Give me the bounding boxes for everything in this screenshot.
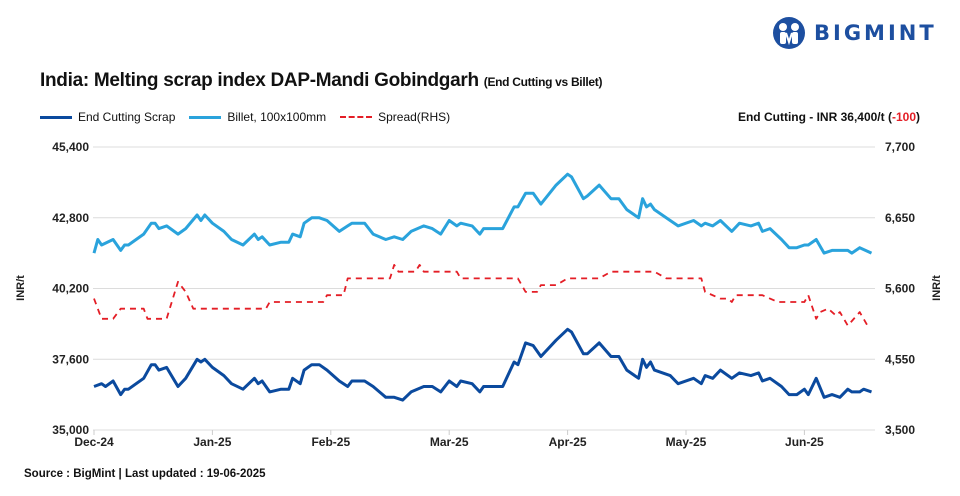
legend-item-billet: Billet, 100x100mm	[189, 110, 326, 124]
legend-label: Spread(RHS)	[378, 110, 451, 124]
legend-item-end-cutting: End Cutting Scrap	[40, 110, 175, 124]
x-tick-label: Jan-25	[193, 435, 231, 449]
y2-tick-label: 6,650	[885, 211, 915, 225]
bigmint-logo: BIGMINT	[772, 16, 937, 50]
y2-tick-label: 4,550	[885, 352, 915, 366]
chart-subtitle: (End Cutting vs Billet)	[483, 75, 603, 89]
y-tick-label: 40,200	[52, 282, 89, 296]
latest-price-label: End Cutting - INR 36,400/t (	[737, 110, 892, 124]
legend-swatch	[40, 115, 72, 119]
latest-price: End Cutting - INR 36,400/t (-100)	[738, 110, 920, 124]
x-tick-label: Dec-24	[74, 435, 114, 449]
y2-tick-label: 5,600	[885, 282, 915, 296]
series-line-1	[92, 172, 873, 255]
y-tick-label: 37,600	[52, 352, 89, 366]
bigmint-logo-icon	[773, 17, 805, 49]
x-tick-label: Feb-25	[311, 435, 350, 449]
chart-title-main: India: Melting scrap index DAP-Mandi Gob…	[40, 70, 479, 91]
y2-tick-label: 7,700	[885, 140, 915, 154]
series-line-2	[93, 264, 869, 327]
legend-swatch	[340, 116, 373, 118]
x-tick-label: Jun-25	[785, 435, 824, 449]
y-tick-label: 45,400	[52, 140, 89, 154]
x-tick-label: Apr-25	[549, 435, 587, 449]
legend-label: End Cutting Scrap	[78, 110, 176, 124]
x-tick-label: Mar-25	[430, 435, 469, 449]
y-axis-label: INR/t	[15, 275, 27, 301]
latest-price-change: -100	[891, 110, 916, 124]
legend-label: Billet, 100x100mm	[227, 110, 327, 124]
latest-price-close: )	[916, 110, 920, 124]
y-tick-label: 35,000	[52, 423, 89, 437]
legend-swatch	[189, 115, 222, 119]
x-tick-label: May-25	[666, 435, 707, 449]
y2-axis-label: INR/t	[931, 275, 943, 301]
y-tick-label: 42,800	[52, 211, 89, 225]
y2-tick-label: 3,500	[885, 423, 915, 437]
series-line-0	[93, 327, 872, 402]
legend: End Cutting Scrap Billet, 100x100mm Spre…	[40, 110, 450, 124]
source-note: Source : BigMint | Last updated : 19-06-…	[24, 468, 266, 480]
brand-name: BIGMINT	[814, 21, 937, 45]
chart-title: India: Melting scrap index DAP-Mandi Gob…	[40, 70, 602, 92]
legend-item-spread: Spread(RHS)	[340, 110, 450, 124]
